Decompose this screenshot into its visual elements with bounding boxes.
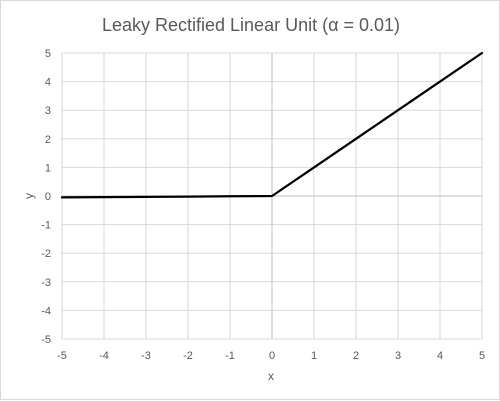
x-tick-label: 1: [311, 350, 317, 362]
y-tick-label: 0: [45, 191, 51, 203]
y-tick-label: -1: [41, 220, 51, 232]
y-tick-label: -5: [41, 334, 51, 346]
y-tick-label: 2: [45, 134, 51, 146]
x-tick-label: -4: [99, 350, 109, 362]
x-tick-label: -3: [141, 350, 151, 362]
x-tick-label: -1: [225, 350, 235, 362]
x-tick-label: -5: [57, 350, 67, 362]
y-tick-label: -2: [41, 248, 51, 260]
y-tick-label: 4: [45, 77, 51, 89]
x-tick-label: 5: [479, 350, 485, 362]
x-tick-label: -2: [183, 350, 193, 362]
x-tick-label: 3: [395, 350, 401, 362]
y-axis-label: y: [22, 193, 36, 199]
x-tick-label: 2: [353, 350, 359, 362]
series-layer: [60, 51, 484, 199]
x-tick-label: 4: [437, 350, 443, 362]
y-tick-label: 5: [45, 48, 51, 60]
x-axis-label: x: [268, 369, 274, 383]
tick-labels: -5 -4 -3 -2 -1 0 1 2 3 4 5 -5 -4 -3 -2 -1 0 1 2 3 4 5: [41, 48, 485, 362]
y-tick-label: 3: [45, 105, 51, 117]
y-tick-label: -3: [41, 277, 51, 289]
series-line: [60, 51, 484, 199]
x-tick-label: 0: [269, 350, 275, 362]
chart-title: Leaky Rectified Linear Unit (α = 0.01): [102, 15, 400, 35]
y-tick-label: 1: [45, 162, 51, 174]
y-tick-label: -4: [41, 305, 51, 317]
